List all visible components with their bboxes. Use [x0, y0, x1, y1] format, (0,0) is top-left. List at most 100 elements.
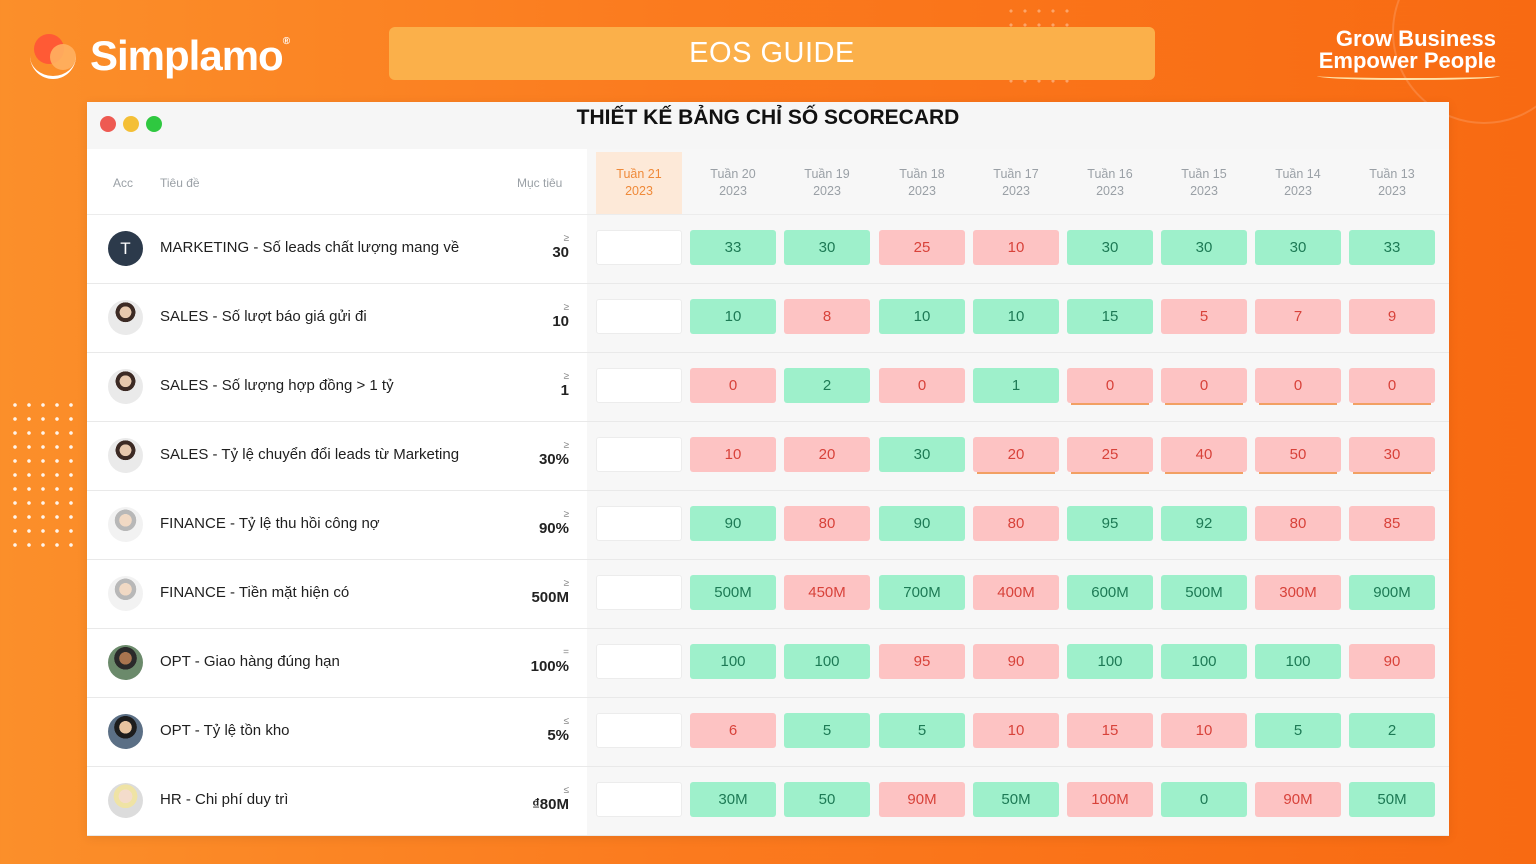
score-cell[interactable]: 5: [1161, 299, 1247, 334]
score-cell[interactable]: 40: [1161, 437, 1247, 472]
score-cell[interactable]: 450M: [784, 575, 870, 610]
score-cell[interactable]: 30: [784, 230, 870, 265]
week-header-3[interactable]: Tuần 18 2023: [879, 166, 965, 200]
table-row[interactable]: OPT - Giao hàng đúng hạn = 100% 100 100 95 90 1…: [87, 628, 1449, 698]
week-header-1[interactable]: Tuần 20 2023: [690, 166, 776, 200]
score-cell[interactable]: 10: [690, 437, 776, 472]
score-cell[interactable]: 100: [784, 644, 870, 679]
score-cell[interactable]: 30: [879, 437, 965, 472]
score-cell[interactable]: 100M: [1067, 782, 1153, 817]
table-row[interactable]: FINANCE - Tiền mặt hiện có ≥500M 500M 450M 7…: [87, 559, 1449, 629]
score-cell[interactable]: 1: [973, 368, 1059, 403]
week-header-5[interactable]: Tuần 16 2023: [1067, 166, 1153, 200]
score-cell[interactable]: 80: [784, 506, 870, 541]
score-cell[interactable]: 92: [1161, 506, 1247, 541]
score-cell[interactable]: 30: [1067, 230, 1153, 265]
score-cell[interactable]: 0: [1161, 368, 1247, 403]
score-cell[interactable]: 15: [1067, 713, 1153, 748]
current-week-input-cell[interactable]: [596, 644, 682, 679]
score-cell[interactable]: 300M: [1255, 575, 1341, 610]
week-header-0[interactable]: Tuần 21 2023: [596, 152, 682, 214]
week-header-2[interactable]: Tuần 19 2023: [784, 166, 870, 200]
score-cell[interactable]: 90M: [1255, 782, 1341, 817]
score-cell[interactable]: 33: [1349, 230, 1435, 265]
score-cell[interactable]: 95: [879, 644, 965, 679]
current-week-input-cell[interactable]: [596, 782, 682, 817]
score-cell[interactable]: 2: [784, 368, 870, 403]
score-cell[interactable]: 100: [690, 644, 776, 679]
score-cell[interactable]: 9: [1349, 299, 1435, 334]
score-cell[interactable]: 500M: [690, 575, 776, 610]
score-cell[interactable]: 10: [973, 299, 1059, 334]
score-cell[interactable]: 20: [973, 437, 1059, 472]
score-cell[interactable]: 90: [690, 506, 776, 541]
score-cell[interactable]: 100: [1255, 644, 1341, 679]
score-cell[interactable]: 700M: [879, 575, 965, 610]
table-row[interactable]: FINANCE - Tỷ lệ thu hồi công nợ ≥90% 90 80 9…: [87, 490, 1449, 560]
current-week-input-cell[interactable]: [596, 437, 682, 472]
table-row[interactable]: OPT - Tỷ lệ tồn kho ≤5% 6 5 5 10 15 10 5 2: [87, 697, 1449, 767]
score-cell[interactable]: 50M: [973, 782, 1059, 817]
score-cell[interactable]: 10: [879, 299, 965, 334]
score-cell[interactable]: 10: [1161, 713, 1247, 748]
week-header-4[interactable]: Tuần 17 2023: [973, 166, 1059, 200]
score-cell[interactable]: 5: [879, 713, 965, 748]
score-cell[interactable]: 90: [1349, 644, 1435, 679]
score-cell[interactable]: 900M: [1349, 575, 1435, 610]
score-cell[interactable]: 90: [973, 644, 1059, 679]
score-cell[interactable]: 5: [784, 713, 870, 748]
score-cell[interactable]: 400M: [973, 575, 1059, 610]
score-cell[interactable]: 10: [973, 230, 1059, 265]
week-header-6[interactable]: Tuần 15 2023: [1161, 166, 1247, 200]
score-cell[interactable]: 0: [1349, 368, 1435, 403]
score-cell[interactable]: 500M: [1161, 575, 1247, 610]
week-header-8[interactable]: Tuần 13 2023: [1349, 166, 1435, 200]
score-cell[interactable]: 80: [1255, 506, 1341, 541]
score-cell[interactable]: 10: [690, 299, 776, 334]
score-cell[interactable]: 0: [1255, 368, 1341, 403]
score-cell[interactable]: 0: [690, 368, 776, 403]
minimize-window-button[interactable]: [123, 116, 139, 132]
score-cell[interactable]: 50: [1255, 437, 1341, 472]
score-cell[interactable]: 0: [1161, 782, 1247, 817]
current-week-input-cell[interactable]: [596, 713, 682, 748]
score-cell[interactable]: 600M: [1067, 575, 1153, 610]
score-cell[interactable]: 0: [879, 368, 965, 403]
table-row[interactable]: SALES - Số lượng hợp đồng > 1 tỷ ≥1 0 2 0 1 0 0…: [87, 352, 1449, 422]
score-cell[interactable]: 90M: [879, 782, 965, 817]
current-week-input-cell[interactable]: [596, 230, 682, 265]
table-row[interactable]: SALES - Số lượt báo giá gửi đi ≥10 10 8 10 10…: [87, 283, 1449, 353]
current-week-input-cell[interactable]: [596, 299, 682, 334]
score-cell[interactable]: 85: [1349, 506, 1435, 541]
score-cell[interactable]: 80: [973, 506, 1059, 541]
score-cell[interactable]: 25: [879, 230, 965, 265]
score-cell[interactable]: 30: [1161, 230, 1247, 265]
week-header-7[interactable]: Tuần 14 2023: [1255, 166, 1341, 200]
score-cell[interactable]: 30: [1255, 230, 1341, 265]
score-cell[interactable]: 50: [784, 782, 870, 817]
score-cell[interactable]: 2: [1349, 713, 1435, 748]
score-cell[interactable]: 7: [1255, 299, 1341, 334]
table-row[interactable]: SALES - Tỷ lệ chuyển đổi leads từ Market…: [87, 421, 1449, 491]
current-week-input-cell[interactable]: [596, 575, 682, 610]
score-cell[interactable]: 8: [784, 299, 870, 334]
score-cell[interactable]: 30: [1349, 437, 1435, 472]
score-cell[interactable]: 25: [1067, 437, 1153, 472]
score-cell[interactable]: 15: [1067, 299, 1153, 334]
score-cell[interactable]: 20: [784, 437, 870, 472]
table-row[interactable]: T MARKETING - Số leads chất lượng mang về…: [87, 214, 1449, 284]
current-week-input-cell[interactable]: [596, 368, 682, 403]
close-window-button[interactable]: [100, 116, 116, 132]
score-cell[interactable]: 10: [973, 713, 1059, 748]
current-week-input-cell[interactable]: [596, 506, 682, 541]
table-row[interactable]: HR - Chi phí duy trì ≤ ₫80M 30M 50 90M 50M 100M…: [87, 766, 1449, 836]
score-cell[interactable]: 100: [1067, 644, 1153, 679]
score-cell[interactable]: 95: [1067, 506, 1153, 541]
score-cell[interactable]: 5: [1255, 713, 1341, 748]
score-cell[interactable]: 50M: [1349, 782, 1435, 817]
score-cell[interactable]: 6: [690, 713, 776, 748]
score-cell[interactable]: 100: [1161, 644, 1247, 679]
score-cell[interactable]: 30M: [690, 782, 776, 817]
maximize-window-button[interactable]: [146, 116, 162, 132]
score-cell[interactable]: 90: [879, 506, 965, 541]
